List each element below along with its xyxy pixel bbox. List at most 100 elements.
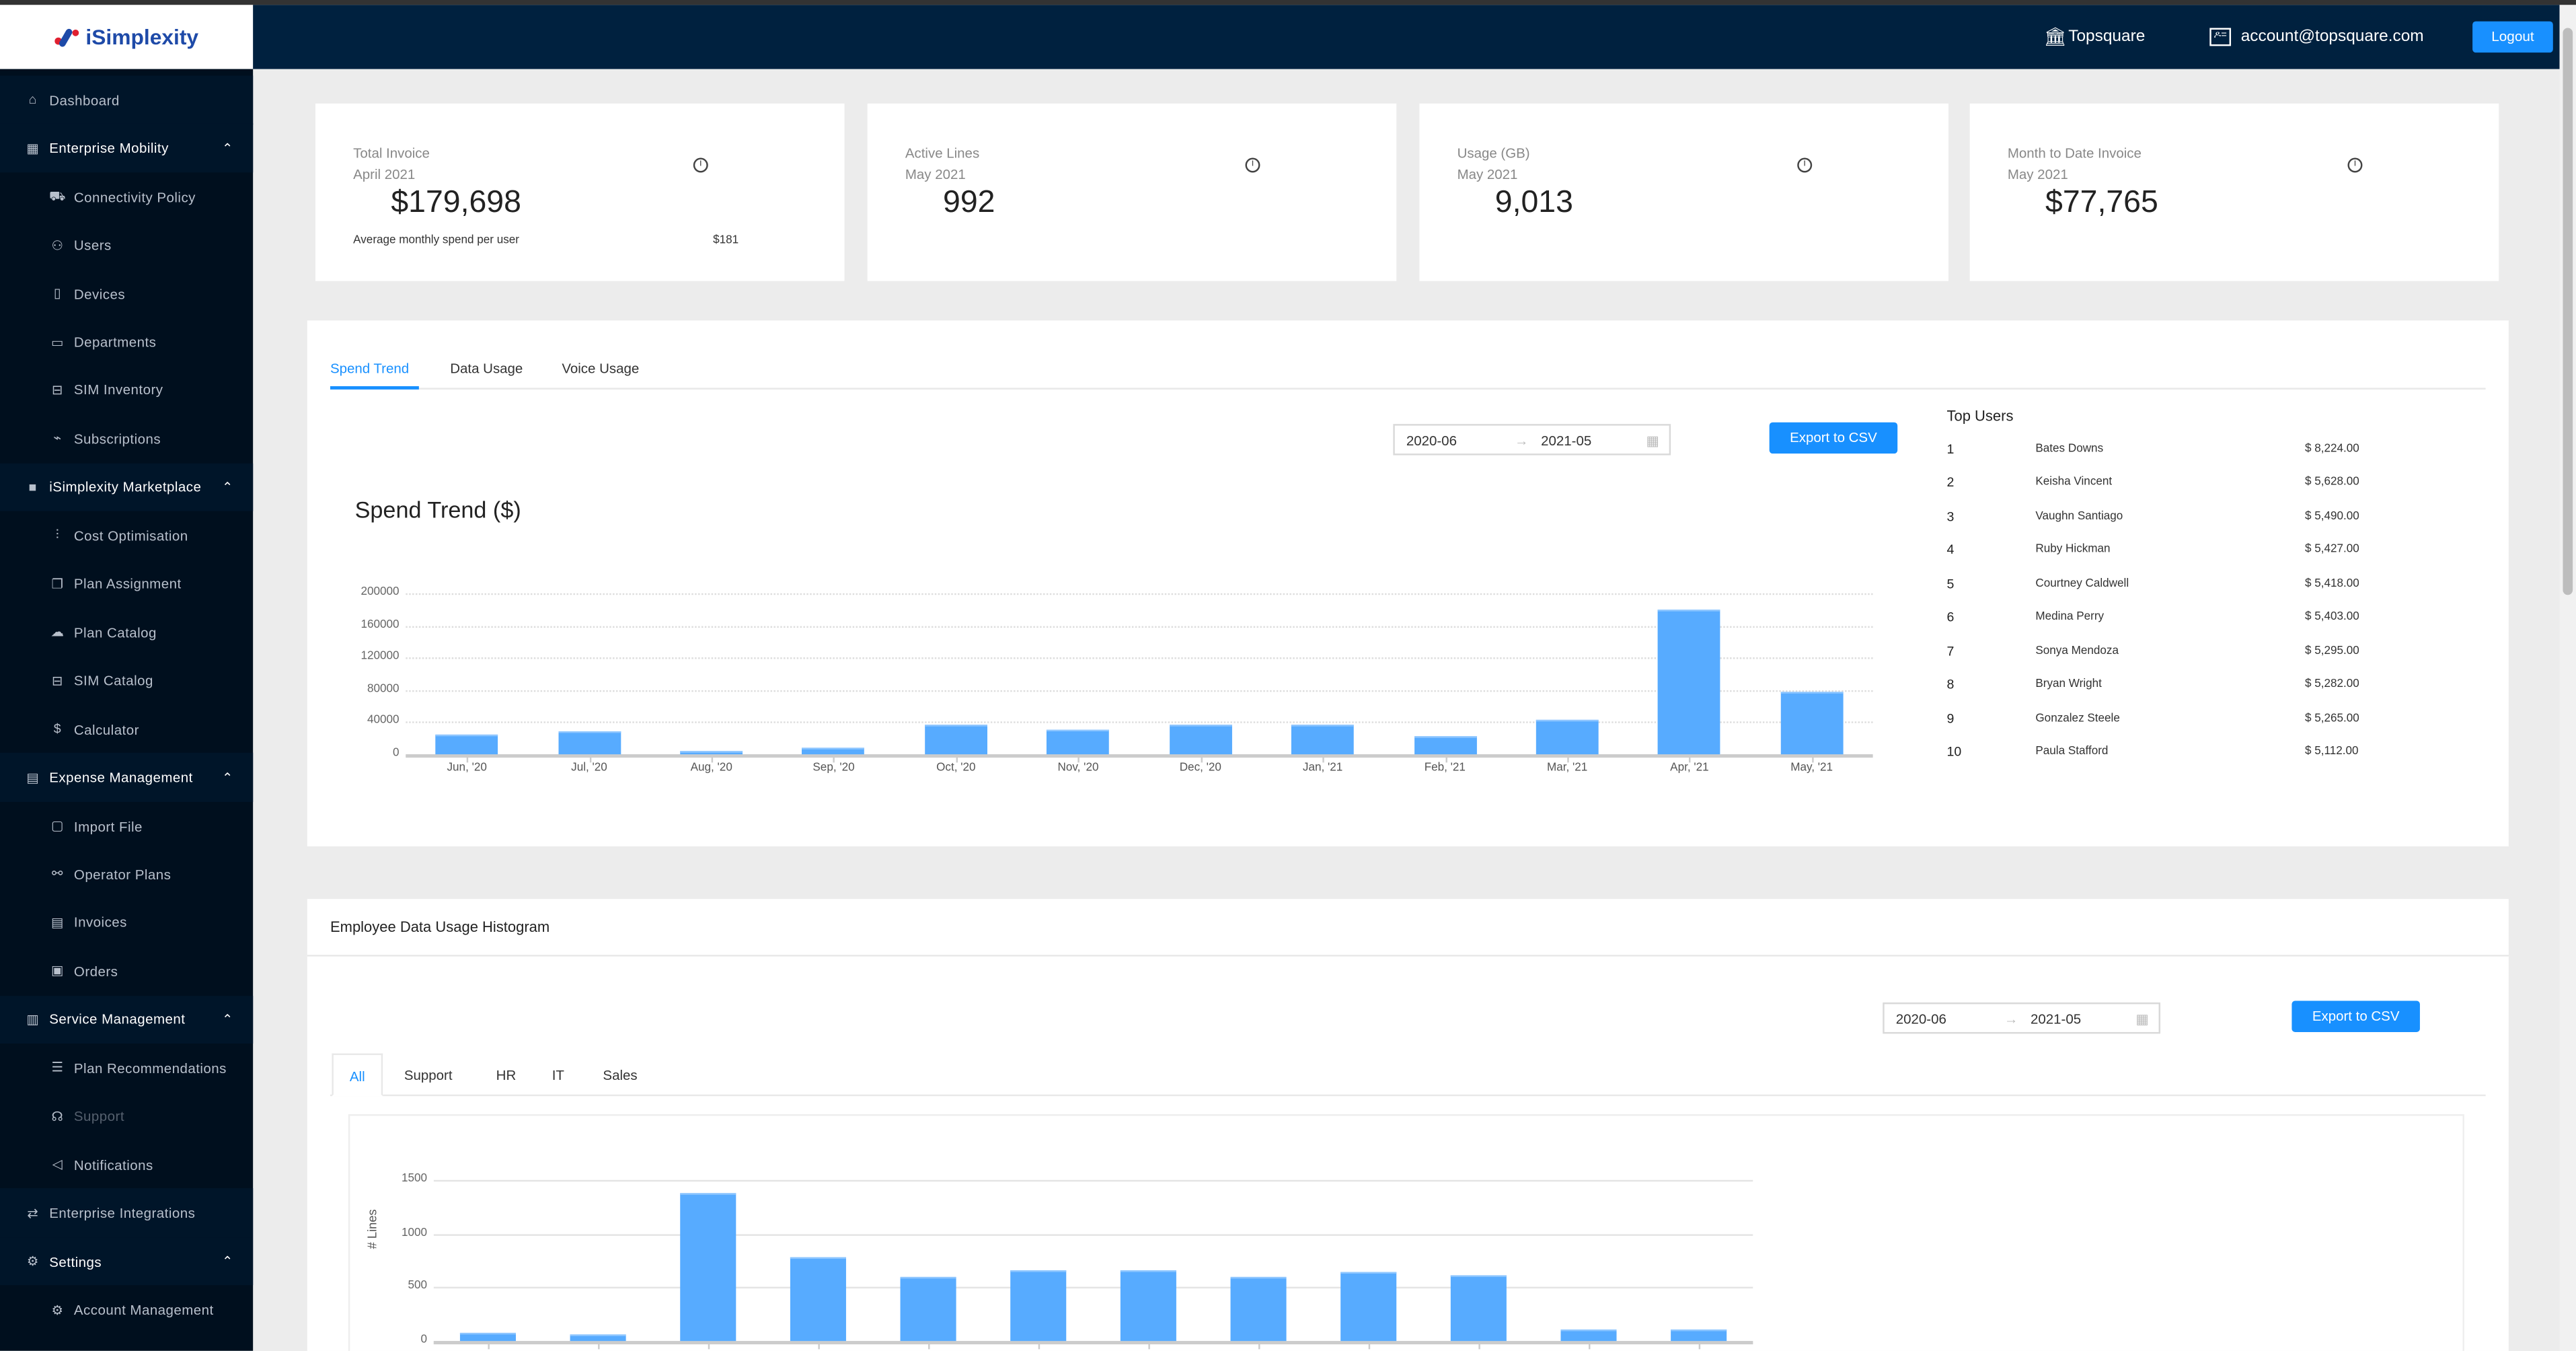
bar[interactable] [1658, 610, 1721, 755]
x-tick-label: Jan, '21 [1302, 762, 1343, 774]
account-email[interactable]: account@topsquare.com [2240, 28, 2424, 46]
plug-icon: ⌁ [53, 431, 62, 446]
bar[interactable] [802, 747, 865, 755]
sidebar-item-enterprise-integrations[interactable]: ⇄ Enterprise Integrations [0, 1188, 254, 1237]
chevron-up-icon[interactable]: ⌃ [221, 770, 233, 785]
sidebar-item-notifications[interactable]: ◁ Notifications [0, 1140, 253, 1189]
sidebar-item-plan-catalog[interactable]: ☁ Plan Catalog [0, 608, 253, 657]
sidebar-item-expense-management[interactable]: ▤ Expense Management ⌃ [0, 753, 254, 802]
top-user-amount: $ 5,628.00 [2304, 477, 2359, 489]
sidebar-item-account-management[interactable]: ⚙ Account Management [0, 1286, 253, 1334]
top-user-rank: 3 [1946, 509, 1955, 524]
x-tick [1078, 756, 1080, 763]
sidebar-item-support[interactable]: ☊ Support [0, 1092, 253, 1140]
sidebar-item-plan-recommendations[interactable]: ☰ Plan Recommendations [0, 1044, 253, 1092]
y-tick-label: 1000 [402, 1227, 428, 1239]
bar[interactable] [461, 1333, 517, 1342]
sidebar-item-cost-optimisation[interactable]: ⫶ Cost Optimisation [0, 511, 253, 560]
histogram-tab-all[interactable]: All [332, 1053, 383, 1097]
chevron-up-icon[interactable]: ⌃ [221, 1253, 233, 1269]
histogram-tab-sales[interactable]: Sales [603, 1066, 638, 1083]
info-icon[interactable]: i [2347, 157, 2363, 173]
bar[interactable] [1120, 1270, 1176, 1342]
sidebar-item-operator-plans[interactable]: ⚯ Operator Plans [0, 850, 253, 898]
gridline [406, 754, 1873, 758]
page-scrollbar[interactable] [2559, 5, 2576, 1351]
bar[interactable] [1169, 724, 1232, 755]
bar[interactable] [558, 731, 621, 755]
spend-export-csv-button[interactable]: Export to CSV [1769, 422, 1898, 454]
tab-voice-usage[interactable]: Voice Usage [562, 359, 640, 377]
sidebar-item-settings[interactable]: ⚙ Settings ⌃ [0, 1237, 254, 1286]
histogram-tab-hr[interactable]: HR [496, 1066, 517, 1083]
sidebar-item-sim-inventory[interactable]: ⊟ SIM Inventory [0, 366, 253, 414]
sidebar-item-users[interactable]: ⚇ Users [0, 221, 253, 269]
top-user-name: Courtney Caldwell [2035, 578, 2129, 590]
bar[interactable] [1047, 729, 1110, 755]
bar[interactable] [1413, 735, 1476, 755]
info-icon[interactable]: i [1797, 157, 1813, 173]
bar[interactable] [1536, 720, 1599, 755]
histogram-title: Employee Data Usage Histogram [330, 918, 550, 935]
scrollbar-thumb[interactable] [2563, 28, 2573, 595]
chevron-up-icon[interactable]: ⌃ [221, 141, 233, 156]
sidebar-item-plan-assignment[interactable]: ❐ Plan Assignment [0, 560, 253, 608]
sidebar-item-isimplexity-marketplace[interactable]: ■ iSimplexity Marketplace ⌃ [0, 462, 254, 511]
histogram-export-csv-button[interactable]: Export to CSV [2291, 1000, 2420, 1032]
bar[interactable] [435, 735, 498, 755]
top-user-amount: $ 5,295.00 [2304, 645, 2359, 657]
sidebar-item-departments[interactable]: ▭ Departments [0, 318, 253, 366]
date-to[interactable]: 2021-05 [1541, 432, 1592, 449]
bar[interactable] [570, 1334, 627, 1342]
bar[interactable] [1340, 1271, 1396, 1342]
bar[interactable] [1450, 1275, 1507, 1342]
tab-spend-trend[interactable]: Spend Trend [330, 359, 410, 377]
org-name[interactable]: Topsquare [2068, 28, 2146, 46]
sidebar-item-enterprise-mobility[interactable]: ▦ Enterprise Mobility ⌃ [0, 124, 254, 173]
sidebar-item-orders[interactable]: ▣ Orders [0, 947, 253, 995]
bar[interactable] [924, 724, 987, 755]
y-tick-label: 0 [420, 1334, 428, 1346]
histogram-date-range[interactable]: 2020-06 → 2021-05 ▦ [1883, 1002, 2161, 1034]
account-icon: ዶ= [2209, 28, 2232, 46]
top-user-name: Sonya Mendoza [2035, 645, 2119, 657]
top-users-title: Top Users [1946, 407, 2014, 425]
chevron-up-icon[interactable]: ⌃ [221, 1012, 233, 1027]
bar[interactable] [1010, 1270, 1067, 1342]
date-from[interactable]: 2020-06 [1406, 432, 1457, 449]
logo[interactable]: iSimplexity [0, 5, 254, 69]
x-tick [1038, 1342, 1040, 1350]
bar[interactable] [1230, 1276, 1287, 1342]
histogram-tab-it[interactable]: IT [552, 1066, 564, 1083]
date-from[interactable]: 2020-06 [1895, 1011, 1946, 1027]
chevron-up-icon[interactable]: ⌃ [221, 479, 233, 495]
sidebar-item-import-file[interactable]: ▢ Import File [0, 801, 253, 850]
bar[interactable] [1560, 1329, 1616, 1342]
sidebar-item-subscriptions[interactable]: ⌁ Subscriptions [0, 414, 253, 463]
info-icon[interactable]: i [1245, 157, 1260, 173]
date-to[interactable]: 2021-05 [2031, 1011, 2082, 1027]
sidebar-item-service-management[interactable]: ▥ Service Management ⌃ [0, 995, 254, 1044]
bar[interactable] [680, 1193, 736, 1342]
sidebar-item-invoices[interactable]: ▤ Invoices [0, 898, 253, 947]
sidebar-item-label: Orders [73, 962, 118, 980]
sidebar-item-calculator[interactable]: $ Calculator [0, 704, 253, 753]
histogram-tab-support[interactable]: Support [404, 1066, 453, 1083]
x-tick [1368, 1342, 1370, 1350]
bar[interactable] [1669, 1330, 1727, 1342]
sidebar-item-dashboard[interactable]: ⌂ Dashboard [0, 75, 254, 124]
sidebar-item-label: Plan Assignment [73, 575, 182, 592]
bar[interactable] [900, 1277, 956, 1342]
sidebar-item-devices[interactable]: ▯ Devices [0, 269, 253, 318]
sidebar-item-sim-catalog[interactable]: ⊟ SIM Catalog [0, 657, 253, 705]
bar[interactable] [790, 1257, 847, 1342]
sidebar-item-connectivity-policy[interactable]: ⛟ Connectivity Policy [0, 172, 253, 221]
spend-date-range[interactable]: 2020-06 → 2021-05 ▦ [1393, 424, 1671, 455]
bar[interactable] [1780, 692, 1844, 755]
info-icon[interactable]: i [693, 157, 708, 173]
kpi-card: Month to Date Invoice May 2021 $77,765 i [1969, 103, 2499, 281]
bar[interactable] [680, 750, 743, 755]
logout-button[interactable]: Logout [2472, 21, 2553, 53]
bar[interactable] [1291, 724, 1355, 755]
tab-data-usage[interactable]: Data Usage [450, 359, 523, 377]
